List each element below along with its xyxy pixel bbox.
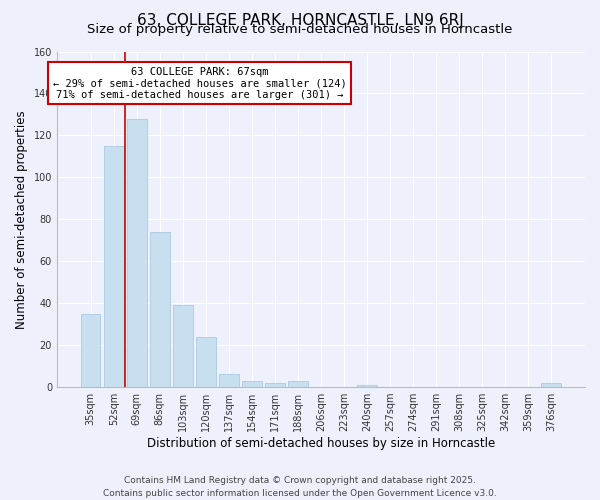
Bar (242, 381, 262, 387)
Bar (288, 381, 308, 387)
Bar (357, 385, 377, 387)
Bar (219, 374, 239, 387)
Bar (81, 314, 100, 387)
Bar (541, 383, 561, 387)
Bar (127, 118, 146, 387)
Text: Size of property relative to semi-detached houses in Horncastle: Size of property relative to semi-detach… (88, 22, 512, 36)
Bar (104, 146, 124, 387)
Text: Contains HM Land Registry data © Crown copyright and database right 2025.
Contai: Contains HM Land Registry data © Crown c… (103, 476, 497, 498)
Bar (173, 306, 193, 387)
Bar (196, 336, 215, 387)
Text: 63, COLLEGE PARK, HORNCASTLE, LN9 6RJ: 63, COLLEGE PARK, HORNCASTLE, LN9 6RJ (137, 12, 463, 28)
Text: 63 COLLEGE PARK: 67sqm
← 29% of semi-detached houses are smaller (124)
71% of se: 63 COLLEGE PARK: 67sqm ← 29% of semi-det… (53, 66, 346, 100)
Y-axis label: Number of semi-detached properties: Number of semi-detached properties (15, 110, 28, 328)
X-axis label: Distribution of semi-detached houses by size in Horncastle: Distribution of semi-detached houses by … (147, 437, 495, 450)
Bar (150, 232, 170, 387)
Bar (265, 383, 284, 387)
